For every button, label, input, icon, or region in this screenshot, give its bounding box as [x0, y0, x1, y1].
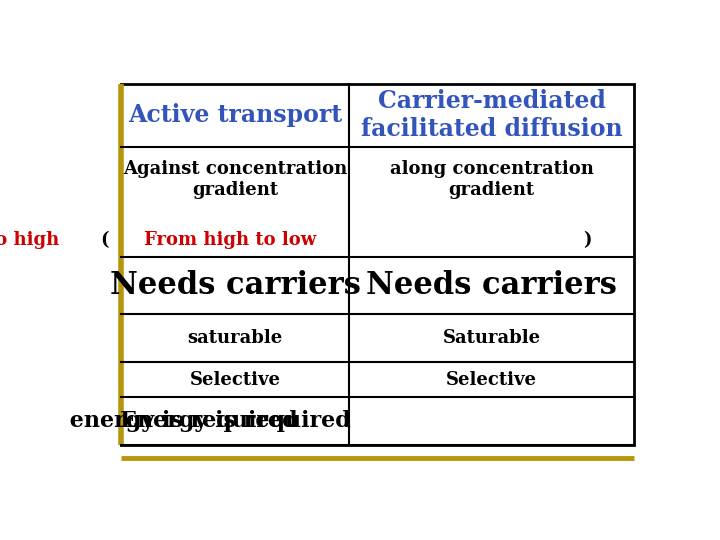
- Text: along concentration
gradient: along concentration gradient: [390, 160, 594, 199]
- Text: Needs carriers: Needs carriers: [109, 270, 361, 301]
- Bar: [121, 84, 634, 445]
- Text: Saturable: Saturable: [443, 329, 541, 347]
- Text: Selective: Selective: [446, 370, 537, 388]
- Text: saturable: saturable: [187, 329, 283, 347]
- Text: From high to low: From high to low: [143, 231, 316, 249]
- Text: Against concentration
gradient: Against concentration gradient: [123, 160, 347, 199]
- Text: Active transport: Active transport: [128, 103, 342, 127]
- Text: ): ): [583, 231, 592, 249]
- Text: (: (: [100, 231, 109, 249]
- Text: Energy is required: Energy is required: [120, 410, 351, 432]
- Text: Needs carriers: Needs carriers: [366, 270, 617, 301]
- Text: Carrier-mediated
facilitated diffusion: Carrier-mediated facilitated diffusion: [361, 89, 623, 141]
- Text: From low to high: From low to high: [0, 231, 59, 249]
- Text: Selective: Selective: [189, 370, 281, 388]
- Text: energy is required: energy is required: [62, 410, 297, 432]
